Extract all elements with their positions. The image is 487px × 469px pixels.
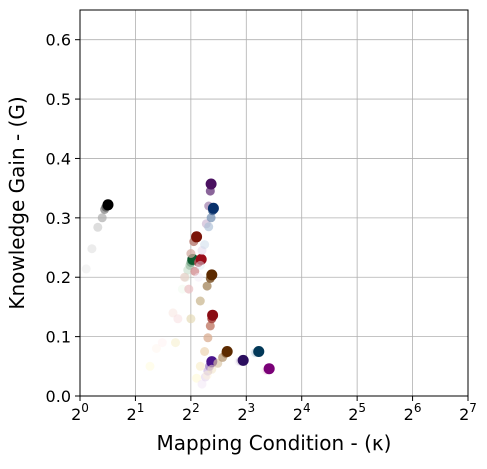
x-tick-label: 25 <box>348 401 366 424</box>
data-point <box>194 272 203 282</box>
series-6 <box>192 309 219 383</box>
series-1 <box>81 199 114 274</box>
y-tick-label: 0.2 <box>46 268 71 287</box>
data-point <box>191 231 203 243</box>
data-point <box>177 284 187 294</box>
data-point <box>180 272 190 282</box>
data-point <box>206 269 218 281</box>
plot-frame <box>79 9 469 397</box>
data-point <box>203 333 213 343</box>
data-point <box>186 314 196 324</box>
data-point <box>204 222 214 232</box>
data-point <box>157 338 167 348</box>
data-point <box>81 264 91 274</box>
data-point <box>93 222 103 232</box>
data-point <box>145 361 155 371</box>
data-point <box>221 346 233 357</box>
y-tick-label: 0.4 <box>46 149 71 168</box>
series-11 <box>234 354 249 367</box>
data-point <box>190 266 200 276</box>
data-point <box>207 309 219 321</box>
data-point <box>195 361 205 371</box>
series-3 <box>151 231 203 353</box>
data-point <box>195 296 205 306</box>
points-layer <box>81 178 275 389</box>
data-point <box>97 213 107 223</box>
data-point <box>151 344 161 353</box>
data-point <box>207 202 219 214</box>
data-point <box>173 314 183 324</box>
data-point <box>197 379 207 389</box>
data-point <box>205 321 215 331</box>
y-tick-label: 0.3 <box>46 209 71 228</box>
data-point <box>184 284 194 294</box>
data-point <box>237 354 249 366</box>
data-point <box>207 364 217 374</box>
x-axis-title: Mapping Condition - (κ) <box>157 431 392 455</box>
x-tick-label: 26 <box>404 401 422 424</box>
data-point <box>200 240 210 250</box>
x-tick-label: 20 <box>71 401 89 424</box>
series-10 <box>202 346 233 380</box>
y-tick-label: 0.1 <box>46 328 71 347</box>
x-tick-label: 22 <box>182 401 200 424</box>
data-point <box>195 253 207 265</box>
series-4 <box>157 253 207 348</box>
x-tick-label: 27 <box>459 401 477 424</box>
data-point <box>186 249 196 258</box>
data-point <box>263 363 275 375</box>
series-13 <box>261 363 275 375</box>
x-tick-label: 23 <box>237 401 255 424</box>
series-12 <box>249 346 265 358</box>
data-point <box>192 373 202 383</box>
y-axis-title: Knowledge Gain - (G) <box>5 96 29 309</box>
x-tick-label: 24 <box>293 401 311 424</box>
ticks-layer: 20 21 22 23 24 25 26 27 0.0 0.1 0.2 0.3 0.4 0.5 0.6 <box>46 31 477 424</box>
series-8 <box>195 202 219 270</box>
y-tick-label: 0.6 <box>46 31 71 50</box>
y-tick-label: 0.0 <box>46 387 71 406</box>
data-point <box>171 338 180 348</box>
data-point <box>102 199 114 211</box>
data-point <box>195 260 205 270</box>
data-point <box>87 244 97 254</box>
data-point <box>206 213 216 223</box>
x-tick-label: 21 <box>127 401 145 424</box>
y-tick-label: 0.5 <box>46 90 71 109</box>
data-point <box>202 281 212 291</box>
grid-layer <box>79 10 469 397</box>
data-point <box>205 178 217 190</box>
series-5 <box>145 269 218 371</box>
data-point <box>168 308 178 318</box>
data-point <box>253 346 265 357</box>
data-point <box>200 347 210 356</box>
